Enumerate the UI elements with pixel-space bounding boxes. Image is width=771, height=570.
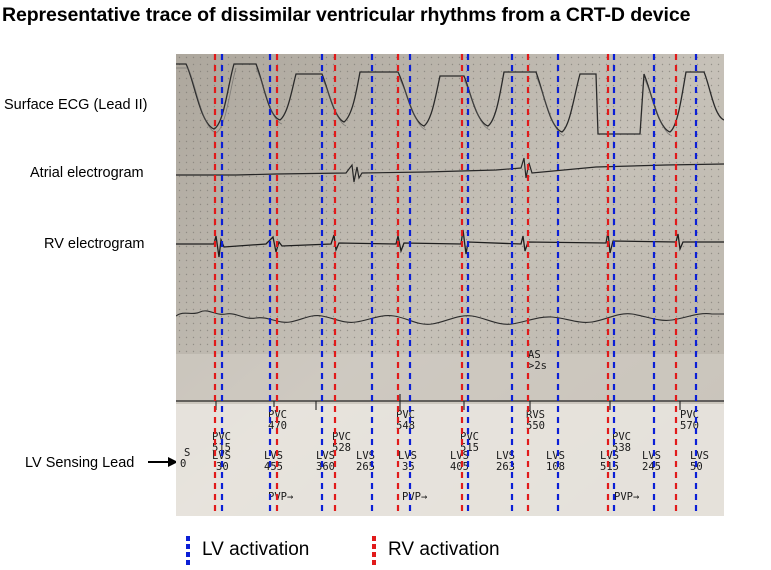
lv-sensing-lead-label: LV Sensing Lead [25,455,135,471]
marker-lead-start-s: S [184,447,190,459]
marker-value: 455 [264,461,283,473]
marker-value: 470 [268,420,287,432]
legend-rv-label: RV activation [388,539,500,560]
marker-value: 108 [546,461,565,473]
marker-label: PVC [332,431,351,443]
marker-value: 515 [212,442,231,454]
marker-label: LVS [316,450,335,462]
marker-label: LVS [690,450,709,462]
marker-label: RVS [526,409,545,421]
marker-value: 515 [600,461,619,473]
marker-label: PVP→ [402,491,427,503]
marker-label: PVC [212,431,231,443]
atrial-electrogram-trace [176,157,724,183]
rv-electrogram-trace [176,229,724,258]
marker-label: PVP→ [268,491,293,503]
marker-value: 263 [496,461,515,473]
marker-value: 35 [402,461,415,473]
lv-electrogram-trace [176,310,724,325]
marker-label: LVS [546,450,565,462]
activation-lines [213,54,698,516]
marker-label: LVS [264,450,283,462]
marker-label: AS [528,349,541,361]
marker-value: 570 [680,420,699,432]
marker-value: 515 [460,442,479,454]
lv-lead-arrow-icon [148,457,178,467]
figure-title: Representative trace of dissimilar ventr… [2,4,691,26]
atrial-electrogram-label: Atrial electrogram [30,165,144,181]
marker-ticks [215,394,681,410]
marker-value: 265 [356,461,375,473]
marker-value: 550 [526,420,545,432]
legend: LV activation RV activation [0,534,771,570]
marker-label: PVC [268,409,287,421]
marker-label: PVC [612,431,631,443]
marker-label: PVC [460,431,479,443]
marker-label: PVP→ [614,491,639,503]
paper-grid [176,54,724,354]
rv-swatch-icon [372,536,376,566]
marker-value: 405 [450,461,469,473]
marker-value: 245 [642,461,661,473]
legend-lv-label: LV activation [202,539,310,560]
marker-label: LVS [398,450,417,462]
marker-label: LVS [642,450,661,462]
device-tracing: S 0 PVC 515 LVS 30 PVC 470 LVS 455 PVP→ … [176,54,724,516]
marker-label: LVS [450,450,469,462]
marker-value: >2s [528,360,547,372]
marker-label: LVS [356,450,375,462]
marker-value: 528 [332,442,351,454]
lv-swatch-icon [186,536,190,566]
surface-ecg-label: Surface ECG (Lead II) [4,97,148,113]
rv-electrogram-label: RV electrogram [44,236,145,252]
marker-label: LVS [496,450,515,462]
marker-label: PVC [680,409,699,421]
marker-value: 538 [612,442,631,454]
marker-band [176,404,724,516]
marker-value: 360 [316,461,335,473]
marker-lead-start-0: 0 [180,458,186,470]
blank-band [176,354,724,404]
